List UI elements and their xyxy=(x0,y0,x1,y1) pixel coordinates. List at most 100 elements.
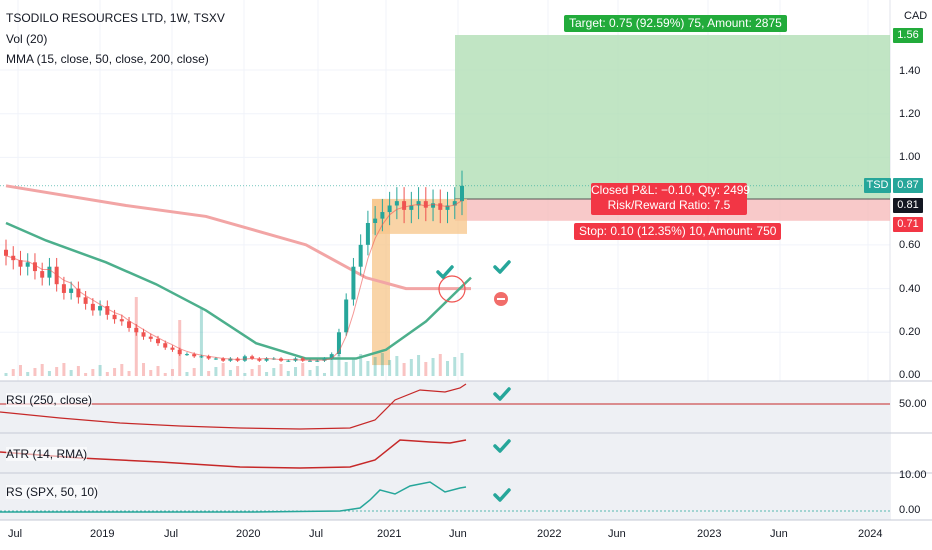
check-icon xyxy=(493,439,511,453)
price-tick: 0.00 xyxy=(899,369,921,381)
volume-bar xyxy=(105,372,109,376)
volume-bar xyxy=(207,371,211,376)
candle-body xyxy=(105,306,110,315)
atr-line xyxy=(0,439,467,469)
last-price-tag: 0.87 xyxy=(893,178,923,193)
check-icon xyxy=(493,387,511,401)
rsi-tick: 50.00 xyxy=(899,398,927,410)
volume-bar xyxy=(402,363,406,376)
volume-bar xyxy=(33,368,37,376)
price-tick: 1.20 xyxy=(899,108,921,120)
volume-bar xyxy=(156,366,160,376)
rs-tick: 0.00 xyxy=(899,504,921,516)
volume-bar xyxy=(228,370,232,376)
candle-body xyxy=(163,343,168,348)
time-tick: Jul xyxy=(164,528,179,540)
candle-body xyxy=(83,297,88,304)
volume-bar xyxy=(359,354,363,376)
volume-bar xyxy=(257,365,261,376)
candle-body xyxy=(445,205,450,210)
candle-body xyxy=(18,260,23,267)
price-tick: 1.00 xyxy=(899,151,921,163)
stop-label[interactable]: Stop: 0.10 (12.35%) 10, Amount: 750 xyxy=(574,223,782,240)
volume-bar xyxy=(149,370,153,376)
atr-pane-label[interactable]: ATR (14, RMA) xyxy=(6,447,88,461)
volume-bar xyxy=(373,357,377,376)
candle-body xyxy=(141,332,146,337)
volume-bar xyxy=(69,370,73,376)
volume-bar xyxy=(424,362,428,376)
volume-bar xyxy=(265,372,269,376)
candle-body xyxy=(134,327,139,333)
rsi-line xyxy=(0,383,467,430)
candle-body xyxy=(423,201,428,208)
volume-bar xyxy=(11,369,15,376)
candle-body xyxy=(329,354,334,359)
volume-bar xyxy=(98,365,102,376)
rsi-pane-label[interactable]: RSI (250, close) xyxy=(6,393,93,407)
candle-body xyxy=(98,306,103,311)
volume-bar xyxy=(62,363,66,376)
volume-indicator-label[interactable]: Vol (20) xyxy=(6,32,48,46)
candle-body xyxy=(69,288,74,293)
rs-pane-label[interactable]: RS (SPX, 50, 10) xyxy=(6,485,99,499)
time-tick: Jul xyxy=(8,528,23,540)
candle-body xyxy=(25,262,30,267)
volume-bar xyxy=(279,364,283,376)
candle-body xyxy=(90,303,95,311)
time-tick: 2019 xyxy=(90,528,115,540)
volume-bar xyxy=(163,373,167,376)
price-tick: 0.60 xyxy=(899,239,921,251)
currency-label: CAD xyxy=(904,10,928,22)
candle-body xyxy=(257,358,262,361)
candle-body xyxy=(127,321,132,328)
volume-bar xyxy=(214,367,218,376)
volume-bar xyxy=(431,358,435,376)
candle-body xyxy=(228,358,233,361)
volume-bar xyxy=(322,373,326,376)
volume-bar xyxy=(301,363,305,376)
candle-body xyxy=(431,203,436,208)
pnl-label[interactable]: Closed P&L: −0.10, Qty: 2499 Risk/Reward… xyxy=(591,183,750,215)
mma-indicator-label[interactable]: MMA (15, close, 50, close, 200, close) xyxy=(6,52,209,66)
candle-body xyxy=(250,356,255,359)
candle-body xyxy=(184,354,189,356)
candle-body xyxy=(409,205,414,210)
mma-200-line xyxy=(5,184,471,291)
time-tick: 2020 xyxy=(236,528,261,540)
candle-body xyxy=(308,360,312,362)
candle-body xyxy=(221,358,226,361)
volume-bar xyxy=(380,353,384,376)
volume-bar xyxy=(4,373,8,376)
candle-body xyxy=(315,360,320,362)
volume-bar xyxy=(395,356,399,376)
risk-reward-text: Risk/Reward Ratio: 7.5 xyxy=(607,198,731,212)
check-icon xyxy=(493,488,511,502)
candle-body xyxy=(380,212,385,219)
volume-bar xyxy=(250,369,254,376)
check-icon xyxy=(493,260,511,274)
candle-body xyxy=(373,218,378,223)
volume-bar xyxy=(91,369,95,376)
volume-bar xyxy=(26,372,30,376)
candle-body xyxy=(300,358,305,361)
target-label[interactable]: Target: 0.75 (92.59%) 75, Amount: 2875 xyxy=(564,15,787,32)
stop-price-tag: 0.71 xyxy=(893,217,923,232)
candle-body xyxy=(148,336,153,339)
entry-price-tag: 0.81 xyxy=(893,198,923,213)
candle-body xyxy=(213,358,218,360)
time-tick: 2022 xyxy=(537,528,562,540)
symbol-tag: TSD xyxy=(864,178,891,193)
volume-bar xyxy=(76,366,80,376)
candle-body xyxy=(460,185,464,202)
price-tick: 0.20 xyxy=(899,326,921,338)
time-tick: 2021 xyxy=(377,528,402,540)
volume-bar xyxy=(221,363,225,376)
volume-bar xyxy=(315,366,319,376)
volume-bar xyxy=(409,359,413,376)
volume-bar xyxy=(438,354,442,376)
candle-body xyxy=(76,288,81,298)
price-tick: 1.40 xyxy=(899,65,921,77)
volume-bar xyxy=(236,366,240,376)
